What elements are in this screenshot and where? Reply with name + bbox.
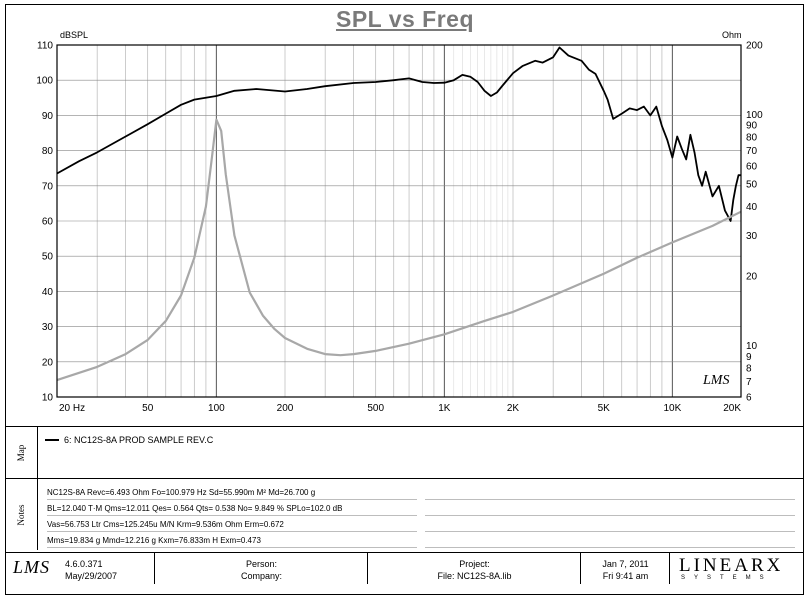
note-line: Vas=56.753 Ltr Cms=125.245u M/N Krm=9.53… [47, 519, 417, 532]
x-tick-label: 20K [723, 403, 741, 414]
right-tick-label: 20 [746, 272, 758, 283]
file-label: File: NC12S-8A.lib [437, 571, 512, 581]
right-tick-label: 90 [746, 121, 758, 132]
right-tick-label: 40 [746, 202, 758, 213]
right-tick-label: 200 [746, 41, 763, 52]
series-group [56, 46, 742, 382]
x-tick-label: 500 [367, 403, 384, 414]
x-tick-label: 50 [142, 403, 154, 414]
left-tick-label: 30 [42, 322, 54, 333]
note-line: NC12S-8A Revc=6.493 Ohm Fo=100.979 Hz Sd… [47, 487, 417, 500]
x-tick-label: 100 [208, 403, 225, 414]
left-tick-label: 70 [42, 181, 54, 192]
left-tick-label: 110 [37, 41, 53, 52]
x-tick-label: 10K [663, 403, 681, 414]
right-axis-label: Ohm [722, 30, 742, 40]
linearx-subtitle: SYSTEMS [681, 575, 773, 581]
note-rule [425, 519, 795, 532]
right-tick-label: 80 [746, 132, 758, 143]
note-line: BL=12.040 T·M Qms=12.011 Qes= 0.564 Qts=… [47, 503, 417, 516]
left-tick-label: 20 [42, 357, 54, 368]
left-tick-label: 50 [42, 252, 54, 263]
note-rule [425, 487, 795, 500]
left-tick-label: 80 [42, 146, 54, 157]
tick-labels: 20 Hz 50 100 200 500 1K 2K 5K 10K 20K110100908070… [36, 41, 763, 415]
plot-watermark: LMS [703, 373, 730, 388]
map-item-label: 6: NC12S-8A PROD SAMPLE REV.C [64, 435, 214, 445]
version-text: 4.6.0.371 [65, 559, 103, 569]
map-label: Map [16, 444, 26, 461]
right-tick-label: 8 [746, 364, 752, 375]
note-line: Mms=19.834 g Mmd=12.216 g Kxm=76.833m H … [47, 535, 417, 548]
left-axis-label: dBSPL [60, 30, 88, 40]
map-label-cell: Map [5, 427, 38, 478]
footer-datetime-cell: Jan 7, 2011 Fri 9:41 am [581, 553, 670, 584]
series-line [56, 118, 742, 382]
person-label: Person: [245, 559, 278, 569]
right-tick-label: 70 [746, 146, 758, 157]
left-tick-label: 90 [42, 111, 54, 122]
x-tick-label: 5K [598, 403, 611, 414]
right-tick-label: 30 [746, 231, 758, 242]
current-date: Jan 7, 2011 [602, 559, 649, 569]
notes-label: Notes [16, 504, 26, 525]
notes-label-cell: Notes [5, 479, 38, 550]
version-date: May/29/2007 [65, 571, 118, 581]
right-tick-label: 6 [746, 393, 752, 404]
lms-logo: LMS [13, 557, 51, 577]
left-tick-label: 100 [36, 76, 53, 87]
x-tick-label: 200 [277, 403, 294, 414]
footer-person-cell: Person: Company: [155, 553, 368, 584]
x-tick-label: 2K [507, 403, 520, 414]
right-tick-label: 60 [746, 161, 758, 172]
footer-version-cell: LMS 4.6.0.371 May/29/2007 [5, 553, 155, 584]
right-tick-label: 10 [746, 341, 758, 352]
chart-title: SPL vs Freq [335, 6, 475, 32]
right-tick-label: 50 [746, 180, 758, 191]
project-label: Project: [459, 559, 490, 569]
notes-panel: Notes NC12S-8A Revc=6.493 Ohm Fo=100.979… [5, 478, 804, 550]
right-tick-label: 100 [746, 110, 763, 121]
series-line [56, 46, 741, 222]
right-tick-label: 7 [746, 377, 752, 388]
x-tick-label: 1K [438, 403, 451, 414]
note-rule [425, 535, 795, 548]
map-panel: Map 6: NC12S-8A PROD SAMPLE REV.C [5, 426, 804, 478]
note-rule [425, 503, 795, 516]
right-tick-label: 9 [746, 352, 752, 363]
map-item[interactable]: 6: NC12S-8A PROD SAMPLE REV.C [45, 435, 213, 445]
series-swatch [45, 439, 59, 441]
left-tick-label: 60 [42, 217, 54, 228]
footer-project-cell: Project: File: NC12S-8A.lib [368, 553, 581, 584]
footer: LMS 4.6.0.371 May/29/2007 Person: Compan… [5, 552, 804, 595]
linearx-logo: LINEARX [679, 555, 784, 576]
left-tick-label: 40 [42, 287, 54, 298]
x-tick-label: 20 Hz [59, 403, 85, 414]
company-label: Company: [240, 571, 283, 581]
current-time: Fri 9:41 am [602, 571, 649, 581]
left-tick-label: 10 [42, 393, 54, 404]
